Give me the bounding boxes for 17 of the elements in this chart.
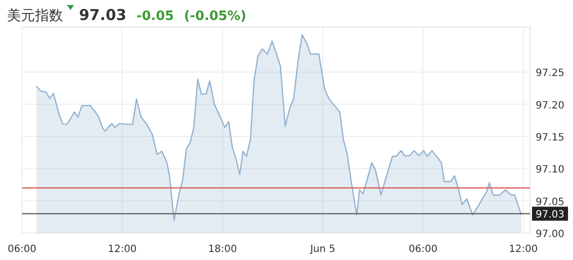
chart-title: 美元指数 (7, 8, 63, 24)
x-tick-label: Jun 5 (309, 244, 336, 255)
ref-line-label: 97.03 (536, 210, 564, 221)
y-tick-label: 97.25 (536, 68, 564, 80)
x-tick-label: 06:00 (8, 244, 36, 255)
text: (-0.05%) (184, 9, 246, 24)
x-tick-label: 12:00 (108, 244, 137, 255)
x-tick-label: 18:00 (208, 244, 237, 255)
x-tick-label: 12:00 (508, 244, 538, 255)
x-tick-label: 06:00 (408, 244, 438, 255)
y-tick-label: 97.20 (536, 100, 564, 112)
y-tick-label: 97.15 (536, 132, 564, 144)
text: -0.05 (136, 9, 174, 24)
y-tick-label: 97.00 (536, 229, 564, 240)
y-tick-label: 97.05 (536, 196, 564, 208)
y-tick-label: 97.10 (536, 164, 564, 176)
text: 97.03 (79, 6, 126, 24)
